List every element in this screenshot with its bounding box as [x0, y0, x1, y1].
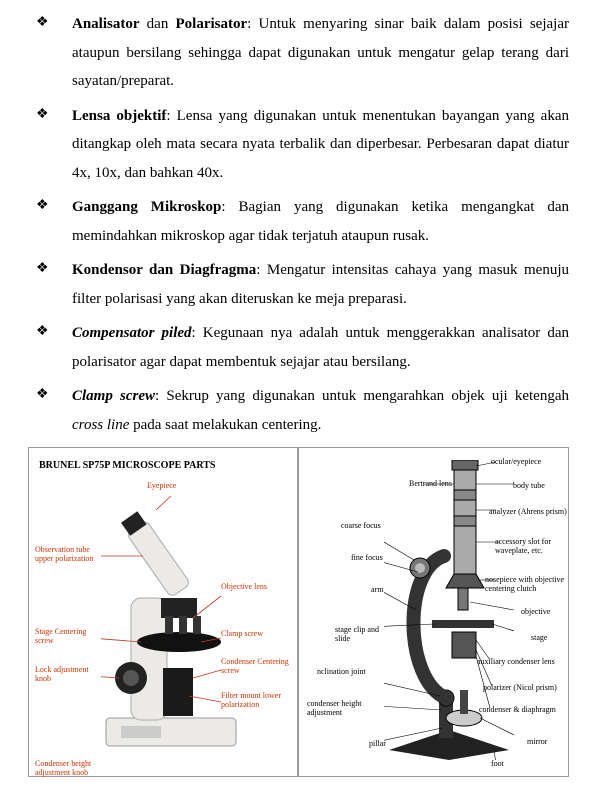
microscope-left-illustration — [101, 478, 241, 758]
label-clamp-screw: Clamp screw — [221, 630, 263, 639]
label-bertrand: Bertrand lens — [409, 480, 452, 489]
label-inclination: nclination joint — [317, 668, 366, 677]
label-stage: stage — [531, 634, 547, 643]
label-stage-clip: stage clip and slide — [335, 626, 379, 644]
list-item: Analisator dan Polarisator: Untuk menyar… — [28, 10, 569, 96]
label-coarse-focus: coarse focus — [341, 522, 381, 531]
label-analyzer: analyzer (Ahrens prism) — [489, 508, 567, 517]
label-objective: objective — [521, 608, 550, 617]
label-nosepiece: nosepiece with objective centering clutc… — [485, 576, 569, 594]
label-stage-centering: Stage Centering screw — [35, 628, 95, 646]
label-pillar: pillar — [369, 740, 386, 749]
label-aux-condenser: auxiliary condenser lens — [477, 658, 569, 667]
label-arm: arm — [371, 586, 383, 595]
list-item: Ganggang Mikroskop: Bagian yang digunaka… — [28, 193, 569, 250]
label-body-tube: body tube — [513, 482, 545, 491]
label-polarizer: polarizer (Nicol prism) — [483, 684, 569, 693]
label-accessory-slot: accessory slot for waveplate, etc. — [495, 538, 569, 556]
microscope-right-illustration — [384, 460, 514, 760]
label-filter-mount: Filter mount lower polarization — [221, 692, 291, 710]
label-condenser-height: Condenser height adjustment knob — [35, 760, 105, 778]
label-foot: foot — [491, 760, 504, 769]
label-objective-lens: Objective lens — [221, 583, 267, 592]
label-eyepiece: Eyepiece — [147, 482, 176, 491]
label-mirror: mirror — [527, 738, 547, 747]
label-lock-knob: Lock adjustment knob — [35, 666, 95, 684]
list-item: Kondensor dan Diagfragma: Mengatur inten… — [28, 256, 569, 313]
figure-right-panel: coarse focus fine focus arm stage clip a… — [298, 447, 569, 777]
label-condenser-centering: Condenser Centering screw — [221, 658, 291, 676]
label-observation-tube: Observation tube upper polarization — [35, 546, 101, 564]
list-item: Lensa objektif: Lensa yang digunakan unt… — [28, 102, 569, 188]
list-item: Clamp screw: Sekrup yang digunakan untuk… — [28, 382, 569, 439]
label-condenser-height-adj: condenser height adjustment — [307, 700, 377, 718]
definition-list: Analisator dan Polarisator: Untuk menyar… — [28, 10, 569, 439]
figure-row: BRUNEL SP75P MICROSCOPE PARTS — [28, 447, 569, 777]
figure-left-title: BRUNEL SP75P MICROSCOPE PARTS — [39, 456, 215, 475]
figure-left-panel: BRUNEL SP75P MICROSCOPE PARTS — [28, 447, 298, 777]
label-condenser-diaphragm: condenser & diaphragm — [479, 706, 569, 715]
label-fine-focus: fine focus — [351, 554, 383, 563]
label-ocular: ocular/eyepiece — [491, 458, 541, 467]
list-item: Compensator piled: Kegunaan nya adalah u… — [28, 319, 569, 376]
